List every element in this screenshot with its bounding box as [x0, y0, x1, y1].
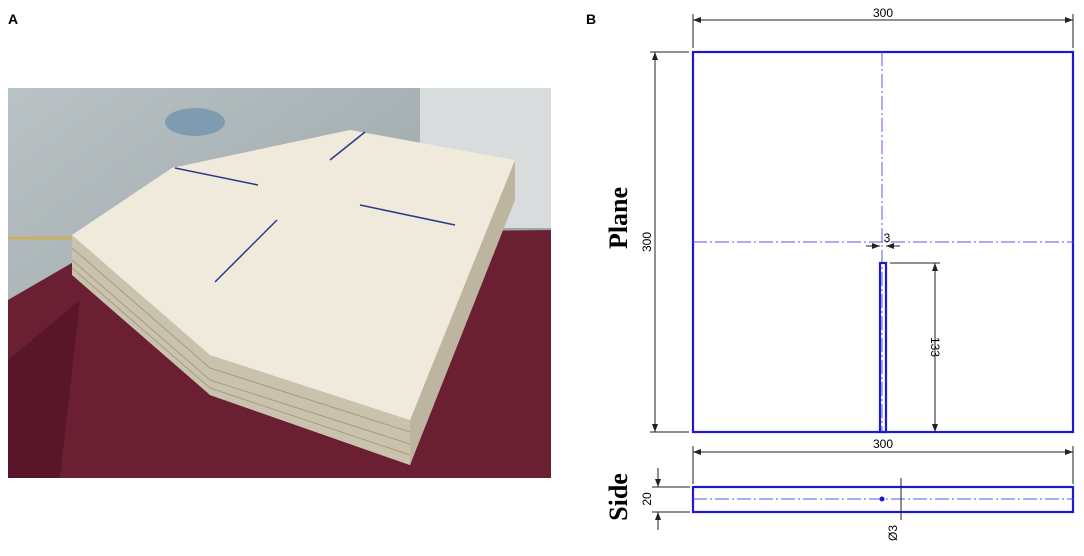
plane-view	[650, 14, 1075, 434]
dimension-label: 300	[873, 437, 893, 451]
dimension-label: 3	[884, 231, 891, 245]
panel-label: A	[8, 11, 18, 27]
dimension-label: 20	[640, 492, 654, 506]
view-title: Side	[604, 473, 633, 521]
side-view	[652, 446, 1075, 530]
dimension-label: Ø3	[886, 525, 900, 541]
dimension-label: 133	[928, 337, 942, 357]
dimension-label: 300	[640, 232, 654, 252]
view-title: Plane	[604, 187, 633, 249]
dimension-label: 300	[873, 6, 893, 20]
photo	[8, 88, 551, 478]
panel-label: B	[586, 11, 596, 27]
